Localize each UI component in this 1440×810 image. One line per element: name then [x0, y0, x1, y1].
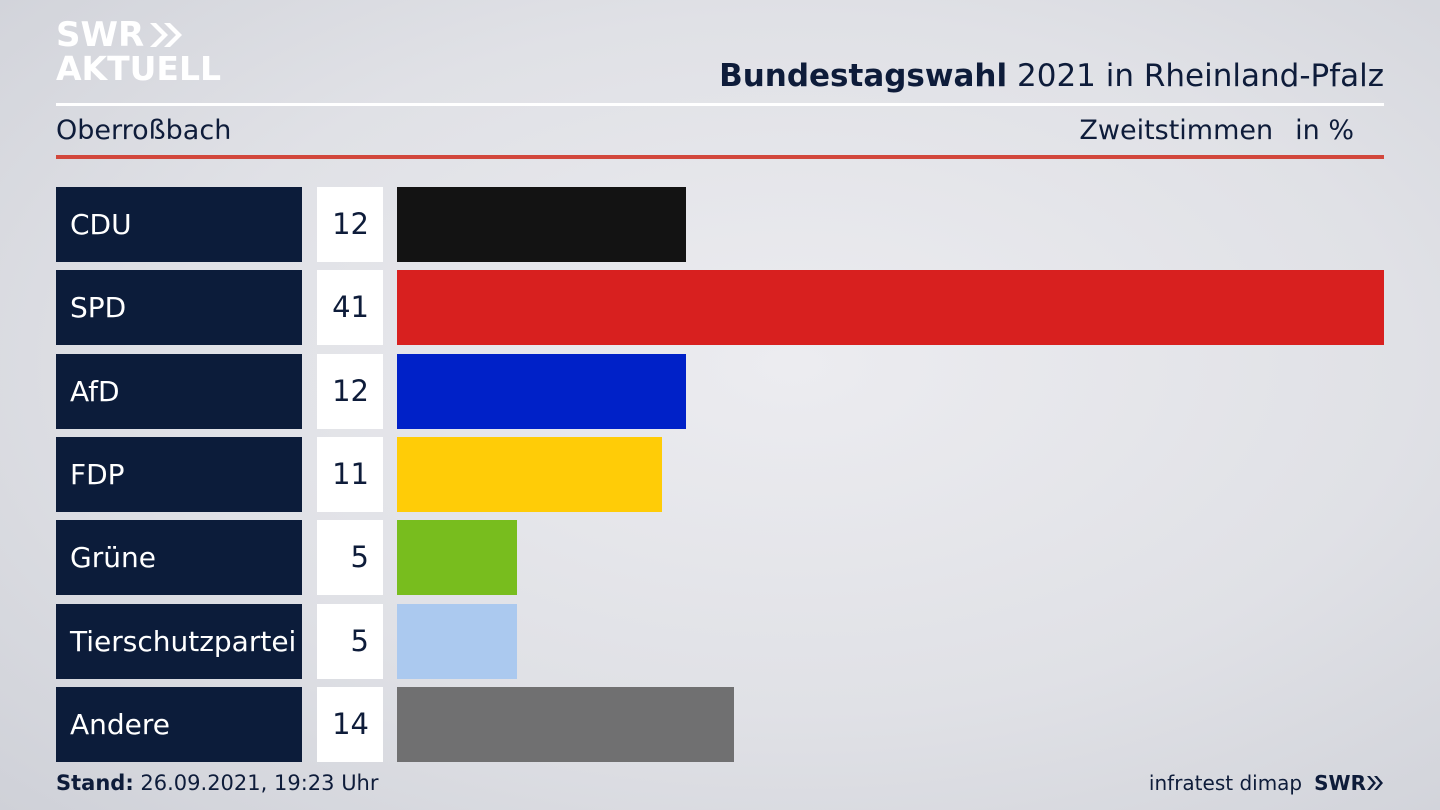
accent-divider	[56, 155, 1384, 159]
bar	[397, 354, 686, 429]
measure-unit: in %	[1295, 115, 1354, 146]
swr-aktuell-logo: SWR AKTUELL	[56, 18, 226, 90]
bar-row: CDU 12	[56, 187, 1384, 262]
measure-name: Zweitstimmen	[1079, 115, 1274, 146]
party-label: Grüne	[56, 520, 302, 595]
value-label: 11	[317, 437, 383, 512]
value-label: 5	[317, 520, 383, 595]
party-label: Andere	[56, 687, 302, 762]
headline-bold: Bundestagswahl	[719, 58, 1008, 94]
bar-row: FDP 11	[56, 437, 1384, 512]
bar-row: Tierschutzpartei 5	[56, 604, 1384, 679]
bar	[397, 604, 517, 679]
header-divider	[56, 103, 1384, 106]
value-label: 14	[317, 687, 383, 762]
timestamp-label: Stand:	[56, 771, 134, 795]
double-chevron-icon	[150, 23, 183, 47]
value-label: 5	[317, 604, 383, 679]
party-label: AfD	[56, 354, 302, 429]
party-label: SPD	[56, 270, 302, 345]
bar	[397, 687, 734, 762]
value-label: 41	[317, 270, 383, 345]
bar	[397, 520, 517, 595]
bar-row: AfD 12	[56, 354, 1384, 429]
logo-line1: SWR	[56, 15, 145, 55]
party-label: Tierschutzpartei	[56, 604, 302, 679]
value-label: 12	[317, 187, 383, 262]
value-label: 12	[317, 354, 383, 429]
source-credit: infratest dimap SWR	[1149, 771, 1384, 795]
bar-row: SPD 41	[56, 270, 1384, 345]
bar-row: Grüne 5	[56, 520, 1384, 595]
source-label: infratest dimap	[1148, 771, 1303, 795]
timestamp: Stand: 26.09.2021, 19:23 Uhr	[56, 771, 379, 795]
headline: Bundestagswahl 2021 in Rheinland-Pfalz	[719, 58, 1384, 94]
logo-line2: AKTUELL	[56, 49, 222, 88]
double-chevron-icon	[1367, 776, 1383, 790]
swr-brand: SWR	[1314, 771, 1384, 795]
bar	[397, 437, 662, 512]
bar-row: Andere 14	[56, 687, 1384, 762]
headline-rest: 2021 in Rheinland-Pfalz	[1017, 58, 1384, 94]
party-label: CDU	[56, 187, 302, 262]
party-label: FDP	[56, 437, 302, 512]
bar	[397, 270, 1384, 345]
swr-brand-text: SWR	[1314, 771, 1366, 795]
measure-label: Zweitstimmen in %	[1079, 115, 1354, 146]
bar	[397, 187, 686, 262]
timestamp-value: 26.09.2021, 19:23 Uhr	[140, 771, 379, 795]
location-label: Oberroßbach	[56, 115, 232, 146]
